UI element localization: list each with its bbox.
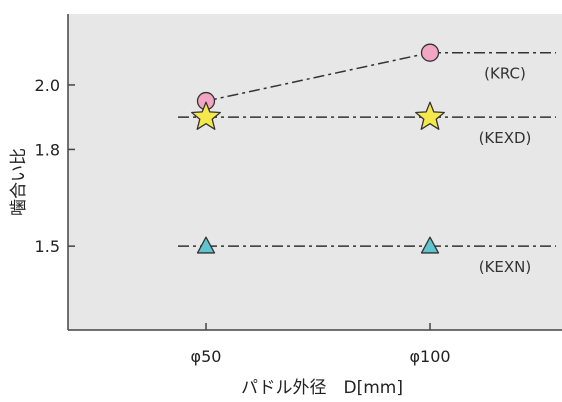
data-point-circle bbox=[420, 43, 440, 62]
x-tick-label: φ100 bbox=[409, 347, 450, 366]
x-tick-label: φ50 bbox=[191, 347, 222, 366]
data-point-triangle bbox=[196, 236, 216, 254]
series-label: (KEXN) bbox=[479, 258, 532, 276]
y-tick-label: 1.8 bbox=[35, 140, 60, 159]
y-axis-title: 噛合い比 bbox=[9, 148, 29, 216]
data-point-star bbox=[415, 101, 445, 130]
y-tick-label: 1.5 bbox=[35, 237, 60, 256]
data-point-star bbox=[191, 101, 221, 130]
x-axis-title: パドル外径 D[mm] bbox=[241, 378, 403, 398]
y-tick-label: 2.0 bbox=[35, 76, 60, 95]
data-point-triangle bbox=[420, 236, 440, 254]
series-label: (KRC) bbox=[484, 65, 526, 83]
chart-marks: 1.5 1.8 2.0 φ50 φ100 (KRC) (KEXD) (KEXN) bbox=[35, 43, 556, 366]
plot-area bbox=[68, 14, 562, 330]
series-line bbox=[205, 51, 431, 102]
series-label: (KEXD) bbox=[479, 129, 532, 147]
